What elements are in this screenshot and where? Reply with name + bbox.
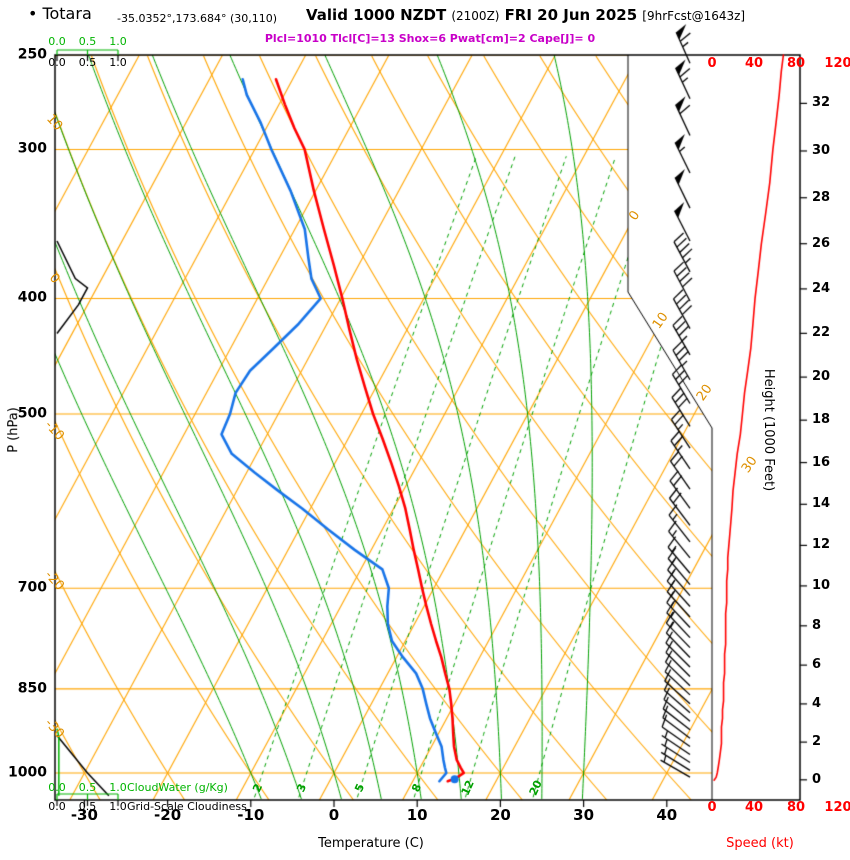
station-name: Totara <box>42 4 92 23</box>
station-title: • Totara <box>28 4 92 23</box>
valid-date: FRI 20 Jun 2025 <box>504 6 638 24</box>
speed-axis-title: Speed (kt) <box>726 836 794 851</box>
forecast-info: [9hrFcst@1643z] <box>642 9 746 23</box>
cloudiness-legend: Grid-Scale Cloudiness <box>127 800 247 813</box>
pressure-axis-title: P (hPa) <box>6 407 22 453</box>
valid-z-time: (2100Z) <box>451 9 500 23</box>
valid-time: Valid 1000 NZDT <box>306 6 447 24</box>
station-coords: -35.0352°,173.684° (30,110) <box>117 12 278 25</box>
cloudwater-legend: CloudWater (g/Kg) <box>127 781 228 794</box>
stability-indices: Plcl=1010 Tlcl[C]=13 Shox=6 Pwat[cm]=2 C… <box>264 32 596 45</box>
station-bullet-icon: • <box>28 4 38 23</box>
temperature-axis-title: Temperature (C) <box>318 836 424 851</box>
height-axis-title: Height (1000 Feet) <box>760 368 776 492</box>
valid-time-line: Valid 1000 NZDT (2100Z) FRI 20 Jun 2025 … <box>306 7 745 24</box>
